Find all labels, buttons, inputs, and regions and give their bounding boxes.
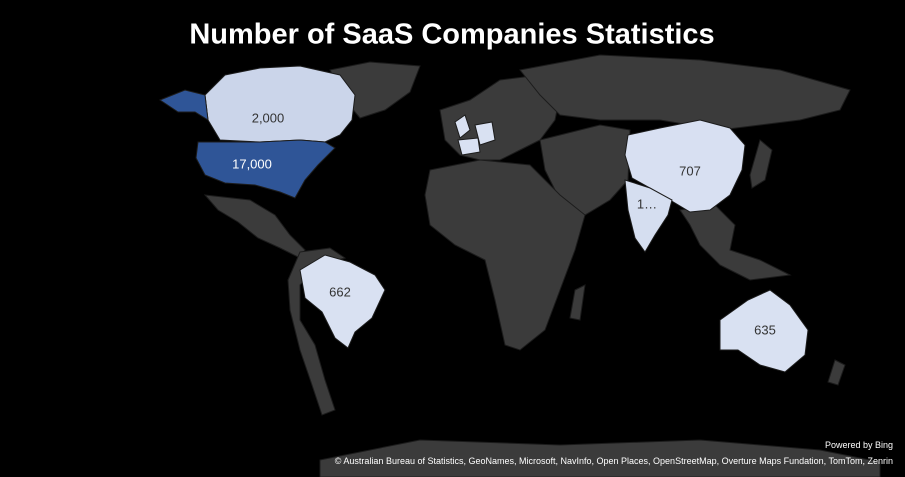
chart-title: Number of SaaS Companies Statistics <box>189 19 714 51</box>
data-label: 707 <box>679 163 701 178</box>
land <box>519 54 851 131</box>
region <box>195 139 336 199</box>
region <box>158 89 209 121</box>
land <box>319 439 881 477</box>
data-label: 662 <box>329 284 351 299</box>
region <box>204 65 356 143</box>
data-label: 2,000 <box>252 110 285 125</box>
attribution: © Australian Bureau of Statistics, GeoNa… <box>335 456 893 466</box>
land <box>679 204 792 281</box>
credit: Powered by Bing <box>825 440 893 450</box>
region <box>457 137 481 156</box>
data-label: 635 <box>754 322 776 337</box>
land <box>539 124 631 216</box>
data-label: 17,000 <box>232 156 272 171</box>
land <box>424 159 586 351</box>
region <box>624 119 746 213</box>
region <box>624 179 673 253</box>
land <box>827 359 846 386</box>
region <box>719 289 809 373</box>
data-label: 1… <box>637 196 657 211</box>
land <box>569 284 586 321</box>
region <box>299 254 386 349</box>
basemap <box>203 54 881 477</box>
land <box>749 139 773 189</box>
regions: 2,000 17,000 707 1… 662 635 <box>158 65 809 373</box>
region <box>454 114 471 139</box>
